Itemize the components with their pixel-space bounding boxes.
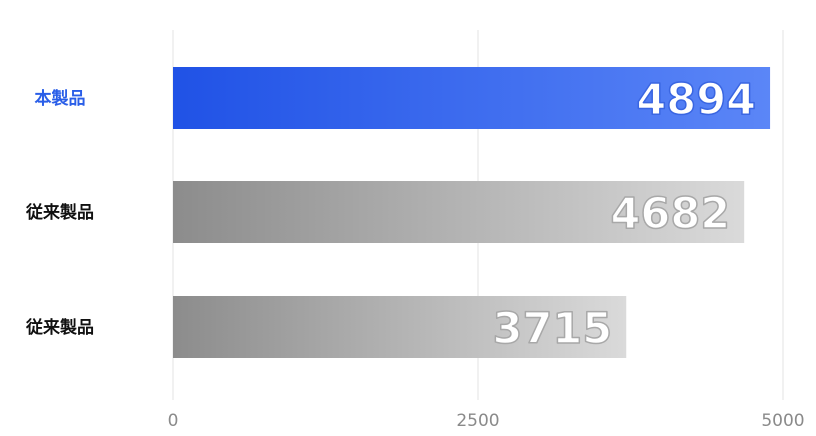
value-label-3: 3715 (493, 304, 613, 354)
bar-1 (173, 67, 771, 129)
category-label-1: 本製品 (35, 88, 86, 109)
value-labels: 4894 4682 3715 (492, 74, 757, 355)
x-tick-label-0: 0 (168, 411, 179, 431)
x-axis-tick-labels: 0 2500 5000 (168, 411, 805, 431)
bar-2 (173, 181, 745, 243)
category-label-2: 従来製品 (25, 202, 94, 223)
x-tick-label-2500: 2500 (456, 411, 499, 431)
x-tick-label-5000: 5000 (761, 411, 804, 431)
bar-3 (173, 296, 627, 358)
value-label-1: 4894 (636, 75, 756, 125)
value-label-2: 4682 (611, 189, 731, 239)
bars (173, 67, 771, 358)
category-label-3: 従来製品 (25, 317, 94, 338)
